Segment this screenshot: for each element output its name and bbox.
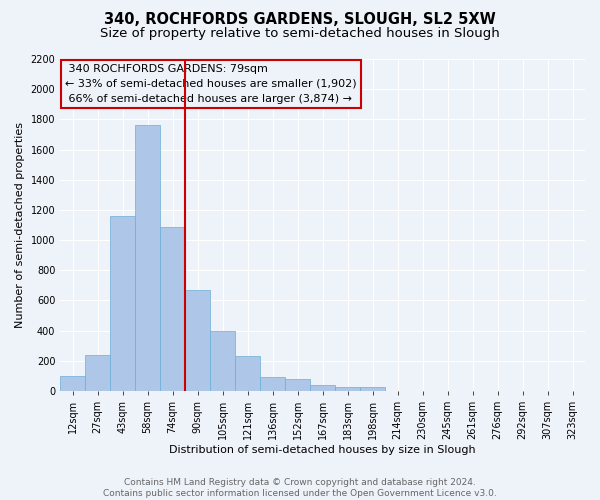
Bar (160, 226, 185, 391)
Bar (185, 290, 210, 391)
Bar (260, 378, 285, 391)
Text: Contains HM Land Registry data © Crown copyright and database right 2024.
Contai: Contains HM Land Registry data © Crown c… (103, 478, 497, 498)
Bar (335, 386, 360, 391)
Bar (85, 355, 110, 391)
Bar (235, 356, 260, 391)
Text: Size of property relative to semi-detached houses in Slough: Size of property relative to semi-detach… (100, 28, 500, 40)
Bar (135, 126, 160, 391)
Text: 340 ROCHFORDS GARDENS: 79sqm
← 33% of semi-detached houses are smaller (1,902)
 : 340 ROCHFORDS GARDENS: 79sqm ← 33% of se… (65, 64, 357, 104)
Bar (60, 376, 85, 391)
X-axis label: Distribution of semi-detached houses by size in Slough: Distribution of semi-detached houses by … (169, 445, 476, 455)
Bar (310, 385, 335, 391)
Bar (110, 216, 135, 391)
Text: 340, ROCHFORDS GARDENS, SLOUGH, SL2 5XW: 340, ROCHFORDS GARDENS, SLOUGH, SL2 5XW (104, 12, 496, 28)
Y-axis label: Number of semi-detached properties: Number of semi-detached properties (15, 122, 25, 328)
Bar (285, 379, 310, 391)
Bar (360, 388, 385, 391)
Bar (210, 330, 235, 391)
